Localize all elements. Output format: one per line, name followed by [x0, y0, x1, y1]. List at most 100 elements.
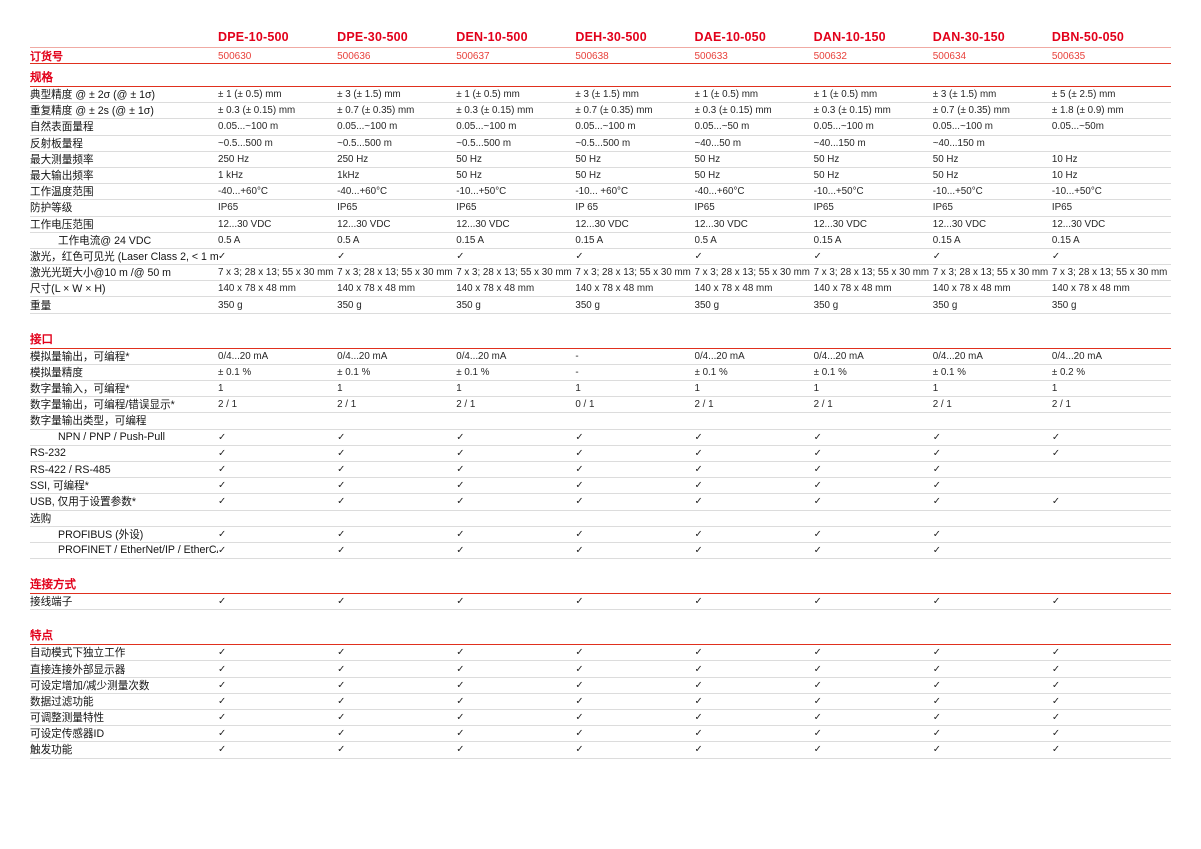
spec-value-cell: ± 0.3 (± 0.15) mm — [813, 105, 891, 117]
spec-value-cell: ✓ — [932, 728, 941, 740]
spec-value-cell: ± 0.1 % — [218, 366, 252, 378]
spec-row: 最大输出频率 1 kHz 1kHz 50 Hz 50 Hz 50 Hz 50 Hz 50 Hz… — [30, 168, 1171, 185]
spec-value-cell: ✓ — [932, 695, 941, 707]
spec-row-label: 尺寸(L × W × H) — [30, 283, 106, 296]
spec-value-cell: IP65 — [932, 202, 953, 214]
spec-row-label: PROFINET / EtherNet/IP / EtherCAT — [58, 544, 218, 557]
spec-value-cell: ~40...150 m — [813, 137, 866, 149]
spec-value-cell: 0/4...20 mA — [694, 350, 745, 362]
spec-value-cell: ✓ — [575, 528, 584, 540]
spec-value-cell: 2 / 1 — [456, 399, 476, 411]
spec-value-cell: ± 0.7 (± 0.35) mm — [932, 105, 1010, 117]
spec-value-cell: ✓ — [932, 679, 941, 691]
spec-value-cell: ✓ — [456, 663, 465, 675]
spec-value-cell: ✓ — [575, 496, 584, 508]
spec-row-label: 激光，红色可见光 (Laser Class 2, < 1 mW) — [30, 250, 218, 263]
spec-value-cell: ✓ — [932, 480, 941, 492]
spec-value-cell: ✓ — [337, 431, 346, 443]
spec-value-cell: ✓ — [575, 596, 584, 608]
spec-row: 数字量输入，可编程* 1 1 1 1 1 1 1 1 — [30, 381, 1171, 398]
spec-value-cell: ✓ — [218, 544, 227, 556]
spec-value-cell: 7 x 3; 28 x 13; 55 x 30 mm — [337, 267, 453, 279]
spec-value-cell: ✓ — [337, 663, 346, 675]
spec-row: 选购 — [30, 511, 1171, 527]
spec-value-cell: ✓ — [813, 744, 822, 756]
spec-value-cell: ± 0.3 (± 0.15) mm — [456, 105, 534, 117]
spec-value-cell: ✓ — [456, 431, 465, 443]
order-number: 500638 — [575, 50, 609, 62]
spec-value-cell: ✓ — [218, 712, 227, 724]
spec-value-cell: ± 0.7 (± 0.35) mm — [337, 105, 415, 117]
spec-row-label: 重量 — [30, 299, 52, 312]
spec-value-cell: ✓ — [932, 496, 941, 508]
spec-value-cell: ~0.5...500 m — [218, 137, 273, 149]
spec-value-cell: 350 g — [456, 299, 481, 311]
spec-value-cell: 1 — [575, 383, 581, 395]
spec-value-cell: ✓ — [932, 250, 941, 262]
spec-value-cell: 7 x 3; 28 x 13; 55 x 30 mm — [813, 267, 930, 279]
spec-value-cell: ± 1 (± 0.5) mm — [456, 89, 520, 101]
spec-row-label: 最大测量频率 — [30, 153, 94, 166]
spec-value-cell: ± 3 (± 1.5) mm — [932, 89, 997, 101]
spec-value-cell: ✓ — [337, 480, 346, 492]
spec-value-cell: ✓ — [575, 744, 584, 756]
product-name: DAE-10-050 — [694, 30, 766, 44]
spec-value-cell: ✓ — [218, 744, 227, 756]
spec-value-cell: 1 — [813, 383, 820, 395]
spec-row: 重量 350 g 350 g 350 g 350 g 350 g 350 g 350 g 350… — [30, 297, 1171, 314]
spec-value-cell: IP65 — [218, 202, 239, 214]
spec-value-cell: ✓ — [575, 728, 584, 740]
spec-value-cell: 12...30 VDC — [575, 218, 629, 230]
spec-row-label: RS-422 / RS-485 — [30, 463, 111, 476]
spec-value-cell: -10... +60°C — [575, 186, 629, 198]
section-title: 连接方式 — [30, 575, 1171, 595]
spec-value-cell: 0.5 A — [337, 234, 360, 246]
spec-value-cell: ✓ — [575, 679, 584, 691]
spec-value-cell: ✓ — [456, 712, 465, 724]
spec-value-cell: 10 Hz — [1051, 153, 1078, 165]
spec-value-cell: 7 x 3; 28 x 13; 55 x 30 mm — [694, 267, 810, 279]
spec-row-label: 数字量输出类型，可编程 — [30, 415, 147, 428]
spec-value-cell: - — [575, 350, 579, 362]
spec-row: 典型精度 @ ± 2σ (@ ± 1σ) ± 1 (± 0.5) mm ± 3 (±… — [30, 87, 1171, 104]
spec-row: RS-422 / RS-485 ✓ ✓ ✓ ✓ ✓ ✓ ✓ — [30, 462, 1171, 479]
spec-row: PROFINET / EtherNet/IP / EtherCAT ✓ ✓ ✓ ✓ ✓ ✓ ✓ — [30, 543, 1171, 560]
spec-row: 激光光斑大小@10 m /@ 50 m 7 x 3; 28 x 13; 55 x … — [30, 265, 1171, 282]
spec-row: 自然表面量程 0.05...~100 m 0.05...~100 m 0.05...~… — [30, 119, 1171, 136]
spec-value-cell: ✓ — [456, 480, 465, 492]
spec-value-cell: ✓ — [456, 496, 465, 508]
order-row-label: 订货号 — [30, 51, 63, 63]
spec-row: 直接连接外部显示器 ✓ ✓ ✓ ✓ ✓ ✓ ✓ ✓ — [30, 661, 1171, 678]
spec-value-cell: ✓ — [218, 695, 227, 707]
spec-row-label: 自动模式下独立工作 — [30, 647, 126, 660]
order-number: 500636 — [337, 50, 371, 62]
spec-value-cell: 0/4...20 mA — [813, 350, 864, 362]
spec-value-cell: -40...+60°C — [218, 186, 268, 198]
spec-value-cell: ✓ — [218, 496, 227, 508]
spec-value-cell: 7 x 3; 28 x 13; 55 x 30 mm — [1051, 267, 1168, 279]
section-spacer — [30, 314, 1171, 330]
spec-value-cell: ✓ — [575, 480, 584, 492]
spec-value-cell: 50 Hz — [694, 153, 721, 165]
spec-value-cell: ✓ — [694, 647, 703, 659]
spec-value-cell: ✓ — [694, 744, 703, 756]
spec-value-cell: ✓ — [813, 447, 822, 459]
spec-value-cell: ✓ — [813, 544, 822, 556]
spec-value-cell: IP65 — [694, 202, 715, 214]
spec-value-cell: ± 0.3 (± 0.15) mm — [694, 105, 772, 117]
spec-value-cell: 1 — [1051, 383, 1058, 395]
spec-value-cell: ± 0.7 (± 0.35) mm — [575, 105, 653, 117]
spec-value-cell: 50 Hz — [932, 170, 959, 182]
spec-value-cell: 1kHz — [337, 170, 360, 182]
spec-value-cell: ✓ — [1051, 744, 1061, 756]
spec-value-cell: ✓ — [337, 596, 346, 608]
spec-value-cell: ± 0.1 % — [456, 366, 490, 378]
spec-value-cell: ✓ — [694, 496, 703, 508]
spec-row-label: USB, 仅用于设置参数* — [30, 496, 136, 509]
spec-value-cell: ✓ — [694, 679, 703, 691]
order-number: 500637 — [456, 50, 490, 62]
spec-value-cell: 140 x 78 x 48 mm — [575, 283, 654, 295]
spec-value-cell: ✓ — [694, 431, 703, 443]
spec-row: 工作电压范围 12...30 VDC 12...30 VDC 12...30 VDC 1… — [30, 217, 1171, 233]
spec-value-cell: ✓ — [813, 695, 822, 707]
